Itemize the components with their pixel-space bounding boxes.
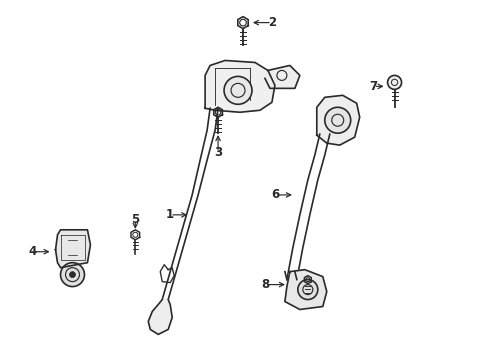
Circle shape (224, 76, 252, 104)
Text: 8: 8 (261, 278, 269, 291)
Text: 1: 1 (166, 208, 174, 221)
Text: 3: 3 (214, 145, 222, 159)
Text: 6: 6 (271, 188, 279, 202)
Polygon shape (55, 230, 91, 268)
Polygon shape (285, 270, 327, 310)
Circle shape (325, 107, 351, 133)
Text: 5: 5 (131, 213, 140, 226)
Polygon shape (205, 60, 275, 112)
Circle shape (61, 263, 84, 287)
Polygon shape (265, 66, 300, 88)
Text: 7: 7 (369, 80, 378, 93)
Text: 4: 4 (28, 245, 37, 258)
Text: 2: 2 (268, 16, 276, 29)
Circle shape (298, 280, 318, 300)
Circle shape (388, 75, 401, 89)
Circle shape (70, 272, 75, 278)
Polygon shape (148, 300, 172, 334)
Polygon shape (317, 95, 360, 145)
